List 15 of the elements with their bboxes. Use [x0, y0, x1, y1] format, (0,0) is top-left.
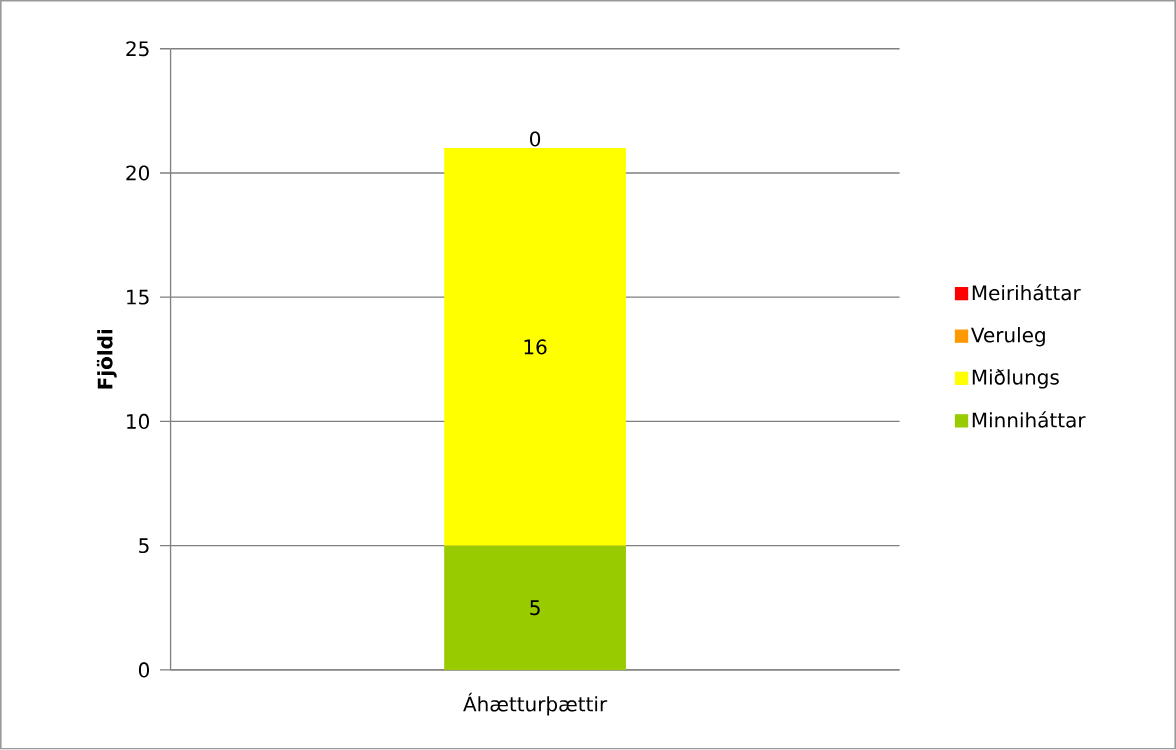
legend-label: Minniháttar — [972, 411, 1086, 428]
y-axis-title: Fjöldi — [96, 330, 117, 389]
y-tick-label: 20 — [126, 165, 149, 181]
y-tick-label: 15 — [127, 289, 149, 305]
y-tick-label: 25 — [126, 41, 149, 57]
data-label: 16 — [524, 339, 547, 355]
data-label: 0 — [530, 131, 541, 147]
x-tick-label: Áhætturþættir — [463, 693, 608, 716]
data-label: 5 — [530, 600, 540, 616]
legend-label: Miðlungs — [972, 369, 1059, 389]
y-tick-label: 10 — [127, 414, 149, 430]
legend-label: Meiriháttar — [972, 284, 1081, 301]
legend-label: Veruleg — [971, 327, 1045, 347]
y-tick-label: 5 — [139, 538, 149, 554]
y-tick-label: 0 — [138, 662, 150, 678]
